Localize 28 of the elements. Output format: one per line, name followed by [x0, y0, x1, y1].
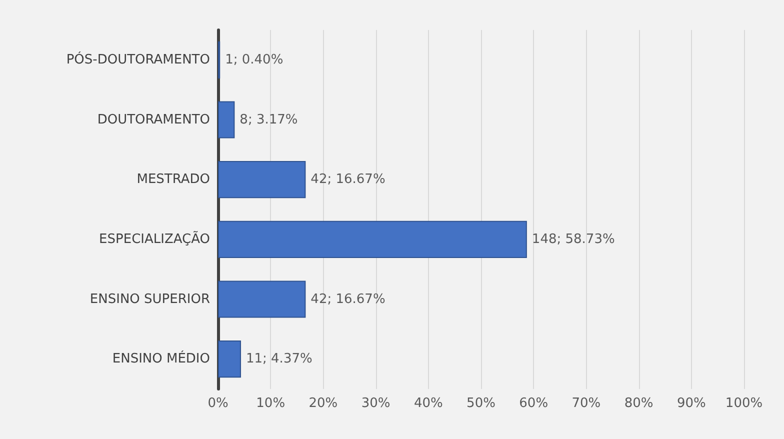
- x-tick-label: 0%: [208, 396, 228, 411]
- data-label: 1; 0.40%: [225, 52, 284, 68]
- y-tick-label: MESTRADO: [136, 172, 210, 188]
- x-tick-label: 70%: [572, 396, 601, 411]
- data-label: 42; 16.67%: [310, 292, 386, 307]
- y-tick-label: ENSINO SUPERIOR: [90, 292, 210, 307]
- x-tick-label: 100%: [725, 396, 763, 411]
- data-label: 8; 3.17%: [240, 112, 298, 128]
- x-tick-label: 80%: [624, 396, 654, 411]
- y-tick-label: ESPECIALIZAÇÃO: [99, 230, 210, 247]
- y-tick-label: DOUTORAMENTO: [97, 112, 210, 128]
- bar: [218, 280, 306, 318]
- y-tick-label: PÓS-DOUTORAMENTO: [66, 50, 210, 68]
- bar: [218, 220, 527, 258]
- data-label: 42; 16.67%: [310, 172, 386, 188]
- x-tick-label: 50%: [466, 396, 496, 411]
- x-tick-label: 10%: [256, 396, 286, 411]
- y-tick-label: ENSINO MÉDIO: [112, 350, 210, 367]
- data-label: 148; 58.73%: [532, 232, 615, 247]
- x-tick-label: 90%: [676, 396, 706, 411]
- bar: [218, 161, 306, 198]
- bar: [218, 101, 235, 138]
- x-tick-label: 40%: [414, 396, 443, 411]
- x-tick-label: 60%: [519, 396, 548, 411]
- data-label: 11; 4.37%: [246, 352, 312, 367]
- x-tick-label: 30%: [361, 396, 390, 411]
- x-tick-label: 20%: [308, 396, 338, 411]
- bar: [218, 340, 241, 378]
